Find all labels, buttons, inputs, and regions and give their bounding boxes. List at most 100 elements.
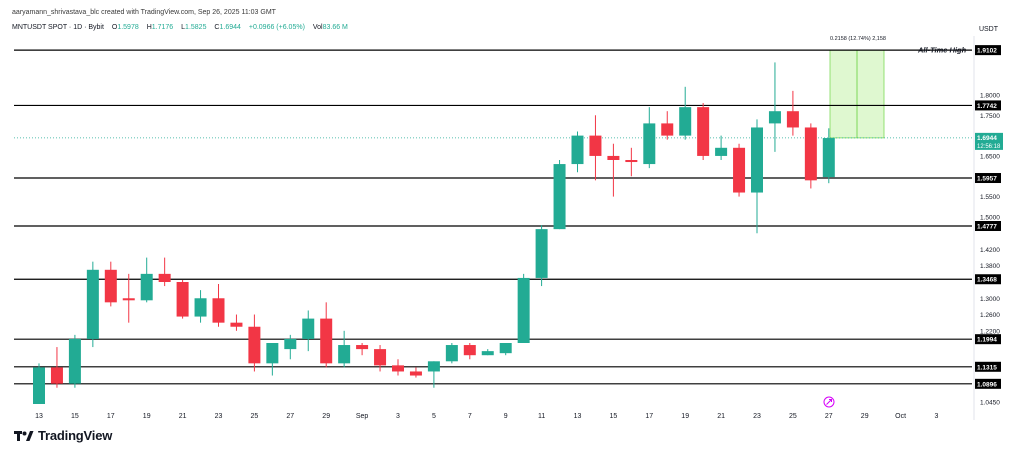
candle-body xyxy=(338,345,351,364)
volume-label: Vol xyxy=(312,24,323,31)
x-tick-label: Oct xyxy=(895,413,906,420)
level-price-badge xyxy=(975,221,1001,232)
candle-body xyxy=(697,107,710,156)
level-price-badge xyxy=(975,100,1001,111)
change-value: +0.0966 (+6.05%) xyxy=(248,24,305,31)
close-value: 1.6944 xyxy=(219,24,241,31)
high-value: 1.7176 xyxy=(151,24,174,31)
level-price-label: 1.7742 xyxy=(977,103,997,110)
y-tick-label: 1.6500 xyxy=(980,153,1000,160)
level-price-label: 1.9102 xyxy=(977,48,997,55)
candle-body xyxy=(499,343,512,354)
candle-body xyxy=(553,164,566,230)
x-tick-label: 11 xyxy=(538,413,545,420)
current-price-label: 1.6944 xyxy=(977,135,997,142)
candle-body xyxy=(86,269,99,339)
level-price-badge xyxy=(975,45,1001,56)
candle-body xyxy=(768,111,781,124)
chart-credit: aaryamann_shrivastava_blc created with T… xyxy=(12,9,276,16)
candle-body xyxy=(302,318,315,339)
x-tick-label: Sep xyxy=(356,413,369,420)
candle-body xyxy=(679,107,692,136)
candle-body xyxy=(248,326,261,364)
y-tick-label: 1.7500 xyxy=(980,113,1000,120)
x-tick-label: 25 xyxy=(789,413,797,420)
level-price-badge xyxy=(975,334,1001,345)
tradingview-logo-icon xyxy=(14,430,34,441)
candle-body xyxy=(517,277,530,343)
open-value: 1.5978 xyxy=(117,24,139,31)
candle-body xyxy=(445,345,458,362)
candle-body xyxy=(463,345,476,356)
x-tick-label: 27 xyxy=(825,413,833,420)
candle-body xyxy=(158,273,171,282)
currency-label[interactable]: USDT xyxy=(978,26,998,33)
candle-body xyxy=(320,318,333,364)
high-label: H xyxy=(146,24,152,31)
y-tick-label: 1.5500 xyxy=(980,194,1000,201)
countdown-label: 12:56:18 xyxy=(977,144,1001,150)
candle-body xyxy=(230,322,243,327)
candle-body xyxy=(409,371,422,376)
level-price-label: 1.3468 xyxy=(977,277,997,284)
x-tick-label: 15 xyxy=(610,413,618,420)
level-price-badge xyxy=(975,274,1001,285)
candle-body xyxy=(194,298,207,317)
x-tick-label: 29 xyxy=(861,413,869,420)
level-price-label: 1.1994 xyxy=(977,337,997,344)
candle-body xyxy=(284,338,297,350)
candle-body xyxy=(786,111,799,128)
candle-body xyxy=(266,343,279,364)
x-tick-label: 27 xyxy=(286,413,294,420)
candle-body xyxy=(661,123,674,136)
level-price-label: 1.0896 xyxy=(977,381,997,388)
x-tick-label: 29 xyxy=(322,413,330,420)
x-tick-label: 17 xyxy=(645,413,653,420)
level-price-label: 1.4777 xyxy=(977,224,997,231)
candle-body xyxy=(715,147,728,156)
level-price-label: 1.1315 xyxy=(977,364,997,371)
candle-body xyxy=(50,367,63,384)
candle-body xyxy=(427,361,440,372)
candle-body xyxy=(68,338,81,384)
scroll-arrow-icon xyxy=(826,399,832,405)
candle-body xyxy=(176,282,189,317)
candle-body xyxy=(733,147,746,193)
x-tick-label: 25 xyxy=(251,413,259,420)
candle-body xyxy=(571,135,584,165)
candle-body xyxy=(33,367,45,404)
symbol-label[interactable]: MNTUSDT SPOT · 1D · Bybit xyxy=(12,24,104,31)
y-tick-label: 1.4200 xyxy=(980,247,1000,254)
y-tick-label: 1.3000 xyxy=(980,296,1000,303)
level-price-badge xyxy=(975,361,1001,372)
x-tick-label: 23 xyxy=(215,413,223,420)
level-price-badge xyxy=(975,173,1001,184)
level-price-label: 1.5957 xyxy=(977,176,997,183)
y-tick-label: 1.5000 xyxy=(980,214,1000,221)
x-tick-label: 23 xyxy=(753,413,761,420)
x-tick-label: 9 xyxy=(504,413,508,420)
candle-body xyxy=(535,229,548,278)
candle-body xyxy=(122,298,135,301)
candle-body xyxy=(392,365,404,372)
candle-body xyxy=(589,135,602,156)
candle-body xyxy=(804,127,817,181)
candle-body xyxy=(625,160,638,163)
y-tick-label: 1.0450 xyxy=(980,399,1000,406)
open-label: O xyxy=(111,24,118,31)
x-tick-label: 5 xyxy=(432,413,436,420)
brand-name: TradingView xyxy=(38,428,113,443)
close-label: C xyxy=(214,24,220,31)
x-tick-label: 3 xyxy=(396,413,400,420)
x-tick-label: 19 xyxy=(143,413,151,420)
target-measure-label: 0.2158 (12.74%) 2,158 xyxy=(830,36,886,42)
x-tick-label: 13 xyxy=(574,413,582,420)
y-tick-label: 1.2200 xyxy=(980,328,1000,335)
y-tick-label: 1.8000 xyxy=(980,92,1000,99)
x-tick-label: 13 xyxy=(35,413,43,420)
candle-body xyxy=(374,349,387,366)
candle-body xyxy=(104,269,117,303)
candle-body xyxy=(607,155,620,160)
low-value: 1.5825 xyxy=(185,24,207,31)
